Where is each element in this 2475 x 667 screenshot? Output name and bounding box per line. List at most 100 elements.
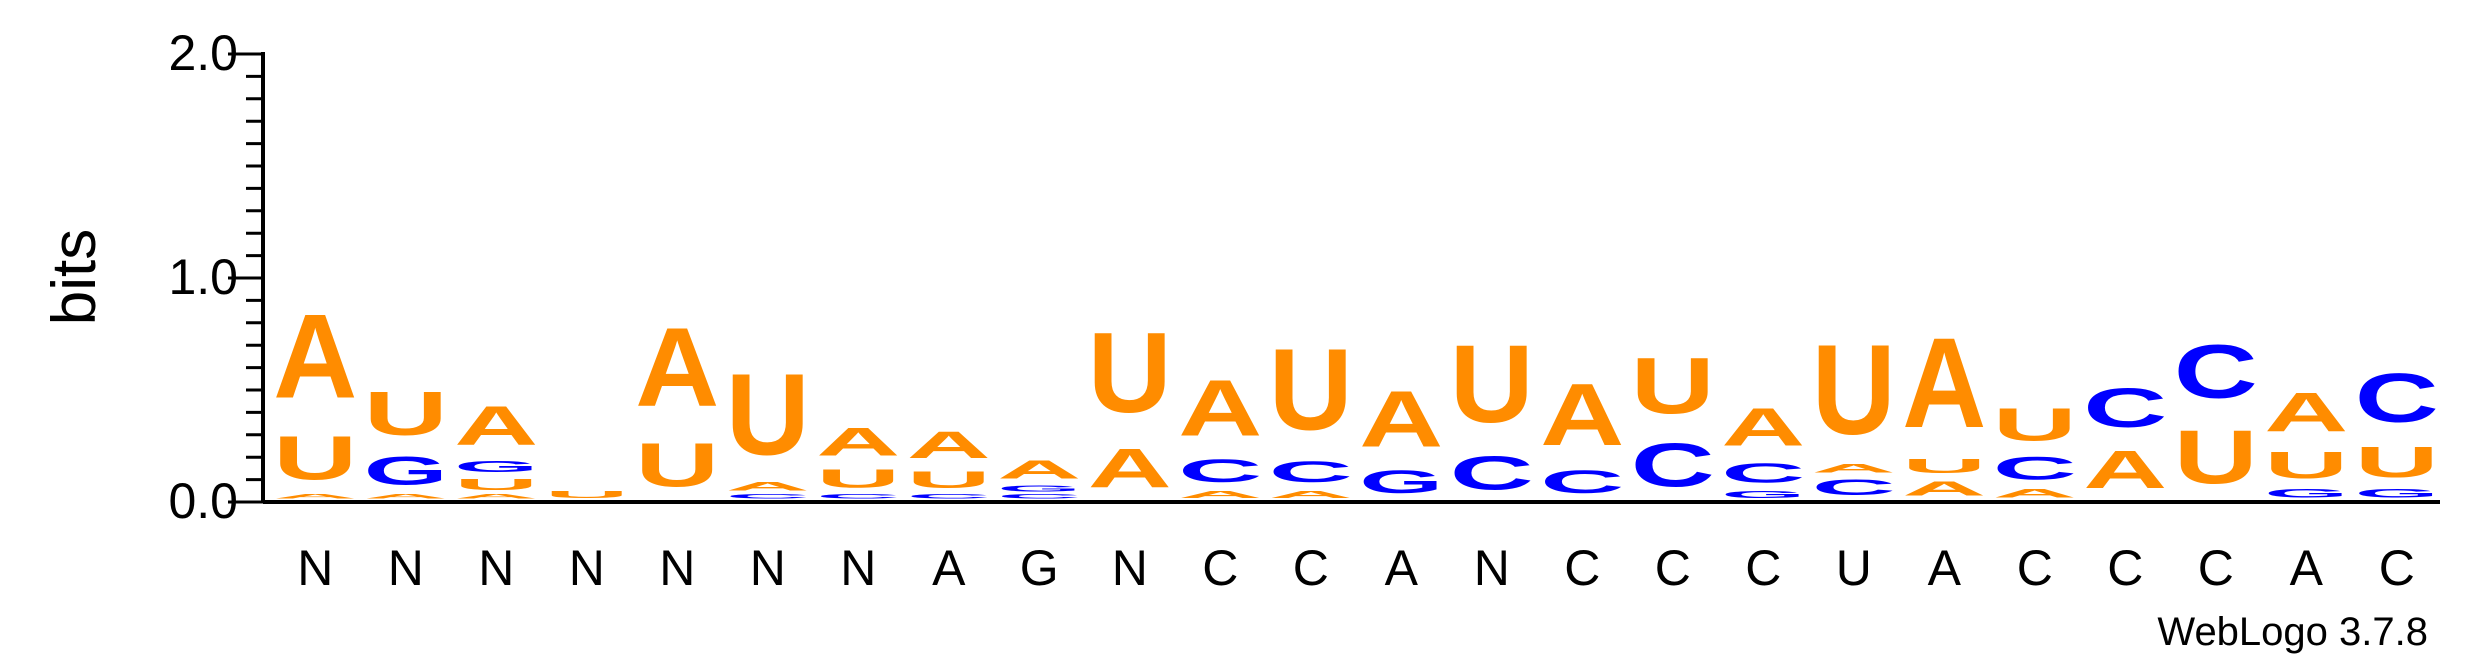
logo-letter-C: C bbox=[2355, 359, 2439, 437]
logo-letter-A: A bbox=[1540, 365, 1624, 463]
logo-letter-U: U bbox=[635, 430, 719, 499]
x-tick-label: N bbox=[659, 540, 695, 596]
logo-letter-A: A bbox=[1088, 437, 1172, 500]
logo-letter-A: A bbox=[2083, 440, 2167, 500]
x-tick-label: A bbox=[1928, 540, 1962, 596]
logo-letter-U: U bbox=[1902, 455, 1986, 478]
logo-column: GCA bbox=[1721, 397, 1805, 500]
logo-letter-A: A bbox=[2264, 381, 2348, 444]
logo-letter-A: A bbox=[1812, 462, 1896, 475]
logo-column: AC bbox=[2083, 377, 2167, 500]
logo-letter-A: A bbox=[1269, 489, 1353, 500]
logo-letter-C: C bbox=[1631, 430, 1715, 499]
x-tick-label: A bbox=[932, 540, 966, 596]
y-axis-label: bits bbox=[40, 229, 109, 325]
logo-letter-C: C bbox=[2174, 329, 2258, 414]
logo-letter-A: A bbox=[1993, 486, 2077, 499]
logo-letter-A: A bbox=[1902, 477, 1986, 500]
logo-letter-C: C bbox=[2083, 377, 2167, 440]
logo-letter-U: U bbox=[545, 489, 629, 500]
y-ticks bbox=[228, 52, 263, 504]
logo-letter-G: G bbox=[1359, 464, 1443, 500]
logo-column: CGA bbox=[997, 455, 1081, 500]
logo-letter-G: G bbox=[454, 458, 538, 476]
logo-column: UC bbox=[2174, 329, 2258, 499]
logo-letter-U: U bbox=[816, 464, 900, 493]
logo-column: ACA bbox=[1178, 364, 1262, 500]
logo-letter-C: C bbox=[1721, 457, 1805, 488]
logo-column: ACU bbox=[1993, 399, 2077, 500]
logo-letter-A: A bbox=[273, 290, 357, 424]
logo-letter-G: G bbox=[2264, 487, 2348, 500]
x-tick-label: N bbox=[1474, 540, 1510, 596]
logo-letter-U: U bbox=[1631, 342, 1715, 431]
logo-letter-C: C bbox=[1269, 455, 1353, 489]
x-tick-label: N bbox=[1112, 540, 1148, 596]
logo-column: CAU bbox=[726, 349, 810, 500]
logo-letter-A: A bbox=[997, 455, 1081, 484]
logo-letter-A: A bbox=[1902, 311, 1986, 454]
logo-letter-A: A bbox=[816, 419, 900, 464]
logo-column: GUC bbox=[2355, 359, 2439, 500]
logo-column: GUA bbox=[2264, 381, 2348, 500]
logo-letter-U: U bbox=[2264, 444, 2348, 486]
logo-letter-A: A bbox=[726, 480, 810, 493]
x-tick-label: C bbox=[1202, 540, 1238, 596]
y-tick-label: 1.0 bbox=[168, 249, 238, 305]
axes: 0.0 1.0 2.0 bits bbox=[40, 25, 2440, 529]
x-tick-label: N bbox=[750, 540, 786, 596]
logo-letter-U: U bbox=[907, 466, 991, 493]
logo-letter-U: U bbox=[1269, 325, 1353, 455]
x-tick-label: C bbox=[2198, 540, 2234, 596]
logo-letter-G: G bbox=[997, 484, 1081, 493]
logo-letter-G: G bbox=[364, 449, 448, 494]
x-tick-label: C bbox=[2379, 540, 2415, 596]
x-tick-label: U bbox=[1836, 540, 1872, 596]
x-tick-label: N bbox=[297, 540, 333, 596]
y-tick-label: 2.0 bbox=[168, 25, 238, 81]
logo-column: AUA bbox=[273, 290, 357, 500]
logo-letter-C: C bbox=[816, 493, 900, 500]
logo-letter-A: A bbox=[273, 493, 357, 500]
weblogo-credit: WebLogo 3.7.8 bbox=[2157, 610, 2428, 654]
logo-letter-U: U bbox=[454, 475, 538, 493]
x-tick-label: N bbox=[569, 540, 605, 596]
logo-letter-U: U bbox=[1993, 399, 2077, 450]
logo-column: UA bbox=[635, 306, 719, 500]
logo-letter-U: U bbox=[1450, 323, 1534, 445]
logo-letter-A: A bbox=[1178, 489, 1262, 500]
logo-column: U bbox=[545, 489, 629, 500]
logo-letter-U: U bbox=[2174, 414, 2258, 499]
logo-letter-U: U bbox=[2355, 437, 2439, 487]
logo-letter-U: U bbox=[1088, 310, 1172, 437]
logo-letter-G: G bbox=[1721, 489, 1805, 500]
logo-letter-C: C bbox=[1812, 475, 1896, 500]
logo-letter-C: C bbox=[907, 493, 991, 500]
logo-letter-U: U bbox=[726, 349, 810, 479]
logo-column: CU bbox=[1450, 323, 1534, 500]
x-tick-label: C bbox=[1745, 540, 1781, 596]
logo-column: CA bbox=[1540, 365, 1624, 500]
logo-letter-A: A bbox=[907, 424, 991, 466]
logo-column: AGU bbox=[364, 379, 448, 500]
x-tick-label: N bbox=[388, 540, 424, 596]
logo-letter-C: C bbox=[1178, 453, 1262, 489]
x-tick-label: A bbox=[1385, 540, 1419, 596]
x-tick-label: C bbox=[2017, 540, 2053, 596]
logo-letter-U: U bbox=[273, 424, 357, 493]
x-tick-label: C bbox=[1293, 540, 1329, 596]
logo-letter-A: A bbox=[1359, 375, 1443, 464]
logo-letter-C: C bbox=[1450, 446, 1534, 500]
logo-letter-A: A bbox=[364, 493, 448, 500]
logo-column: GA bbox=[1359, 375, 1443, 500]
logo-letter-U: U bbox=[364, 379, 448, 448]
logo-column: CUA bbox=[907, 424, 991, 500]
x-tick-label: C bbox=[1655, 540, 1691, 596]
logo-column: ACU bbox=[1269, 325, 1353, 500]
logo-letter-G: G bbox=[2355, 487, 2439, 500]
logo-letter-A: A bbox=[1178, 364, 1262, 453]
logo-letter-C: C bbox=[726, 493, 810, 500]
